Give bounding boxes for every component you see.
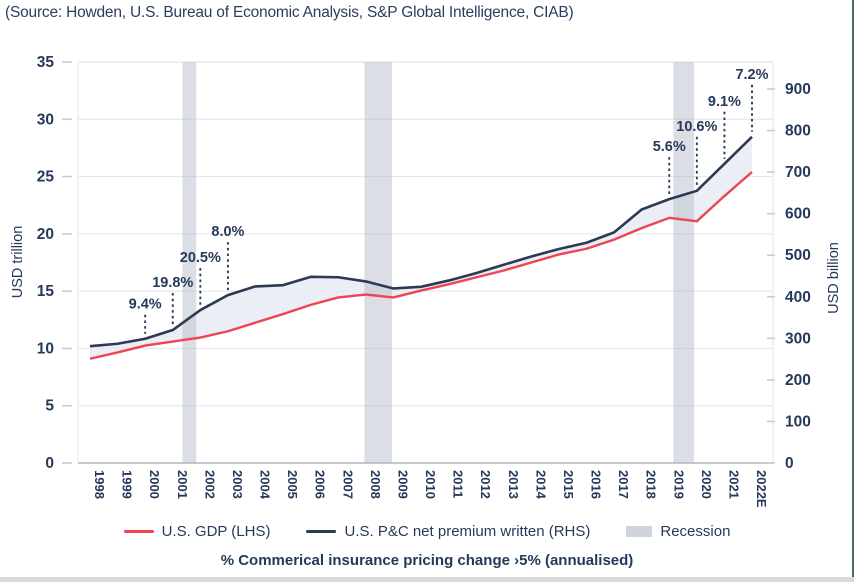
year-label: 2002 xyxy=(202,470,217,499)
right-axis-tick-label: 100 xyxy=(785,413,811,430)
year-label: 2020 xyxy=(699,470,714,499)
left-axis-tick-label: 30 xyxy=(37,111,54,128)
legend-label-recession: Recession xyxy=(660,523,731,540)
chart-legend: U.S. GDP (LHS) U.S. P&C net premium writ… xyxy=(0,523,854,540)
year-label: 2003 xyxy=(230,470,245,499)
right-axis-tick-label: 300 xyxy=(785,330,811,347)
npw-line-swatch-icon xyxy=(306,530,337,533)
left-axis-tick-label: 10 xyxy=(37,340,54,357)
annotation-label: 10.6% xyxy=(676,119,717,135)
year-label: 1999 xyxy=(120,470,135,499)
right-axis-tick-label: 700 xyxy=(785,164,811,181)
left-axis-title: USD trillion xyxy=(10,226,26,299)
right-axis-tick-label: 200 xyxy=(785,372,811,389)
year-label: 2014 xyxy=(533,470,548,500)
legend-item-recession: Recession xyxy=(626,523,730,540)
year-label: 2008 xyxy=(368,470,383,499)
right-axis-tick-label: 500 xyxy=(785,247,811,264)
recession-band xyxy=(673,62,695,463)
left-axis-tick-label: 20 xyxy=(37,226,54,243)
annotation-label: 9.1% xyxy=(708,94,741,110)
right-axis-tick-label: 600 xyxy=(785,206,811,223)
right-edge-border xyxy=(852,0,854,582)
annotation-label: 20.5% xyxy=(180,250,221,266)
recession-swatch-icon xyxy=(626,526,653,537)
chart-caption: % Commerical insurance pricing change ›5… xyxy=(220,552,634,569)
right-axis-tick-label: 800 xyxy=(785,123,811,140)
year-label: 2019 xyxy=(671,470,686,499)
right-axis-tick-label: 0 xyxy=(785,455,794,472)
year-label: 2018 xyxy=(644,470,659,499)
source-text: (Source: Howden, U.S. Bureau of Economic… xyxy=(5,4,574,21)
year-label: 2007 xyxy=(340,470,355,499)
gdp-line-swatch-icon xyxy=(123,530,154,533)
year-label: 2010 xyxy=(423,470,438,499)
annotation-label: 5.6% xyxy=(653,139,686,155)
year-label: 2000 xyxy=(147,470,162,499)
left-axis-tick-label: 5 xyxy=(45,398,54,415)
gdp-line xyxy=(89,171,753,360)
year-label: 2017 xyxy=(616,470,631,499)
legend-label-npw: U.S. P&C net premium written (RHS) xyxy=(344,523,591,540)
npw-line xyxy=(89,135,753,348)
right-axis-tick-label: 900 xyxy=(785,81,811,98)
year-label: 2012 xyxy=(478,470,493,499)
annotation-label: 8.0% xyxy=(211,224,244,240)
year-label: 2015 xyxy=(561,470,576,499)
left-axis-tick-label: 25 xyxy=(37,169,55,186)
year-label: 2004 xyxy=(258,470,273,500)
year-label: 2001 xyxy=(175,470,190,499)
recession-band xyxy=(364,62,393,463)
annotation-label: 19.8% xyxy=(152,275,193,291)
year-label: 2006 xyxy=(313,470,328,499)
year-label: 1998 xyxy=(92,470,107,499)
legend-item-gdp: U.S. GDP (LHS) xyxy=(123,523,271,540)
legend-label-gdp: U.S. GDP (LHS) xyxy=(161,523,271,540)
right-axis-tick-label: 400 xyxy=(785,289,811,306)
year-label: 2005 xyxy=(285,470,300,499)
left-axis-tick-label: 15 xyxy=(37,283,55,300)
recession-band xyxy=(182,62,197,463)
left-axis-tick-label: 35 xyxy=(37,54,55,71)
annotation-label: 9.4% xyxy=(129,297,162,313)
year-label: 2009 xyxy=(395,470,410,499)
annotation-label: 7.2% xyxy=(735,67,768,83)
legend-item-npw: U.S. P&C net premium written (RHS) xyxy=(306,523,590,540)
year-label: 2011 xyxy=(451,470,466,498)
left-axis-tick-label: 0 xyxy=(45,455,54,472)
bottom-edge-strip xyxy=(0,577,854,582)
year-label: 2022E xyxy=(754,470,769,508)
year-label: 2021 xyxy=(726,470,741,499)
between-fill xyxy=(90,136,752,359)
right-axis-title: USD billion xyxy=(826,242,842,314)
year-label: 2016 xyxy=(589,470,604,499)
year-label: 2013 xyxy=(506,470,521,499)
